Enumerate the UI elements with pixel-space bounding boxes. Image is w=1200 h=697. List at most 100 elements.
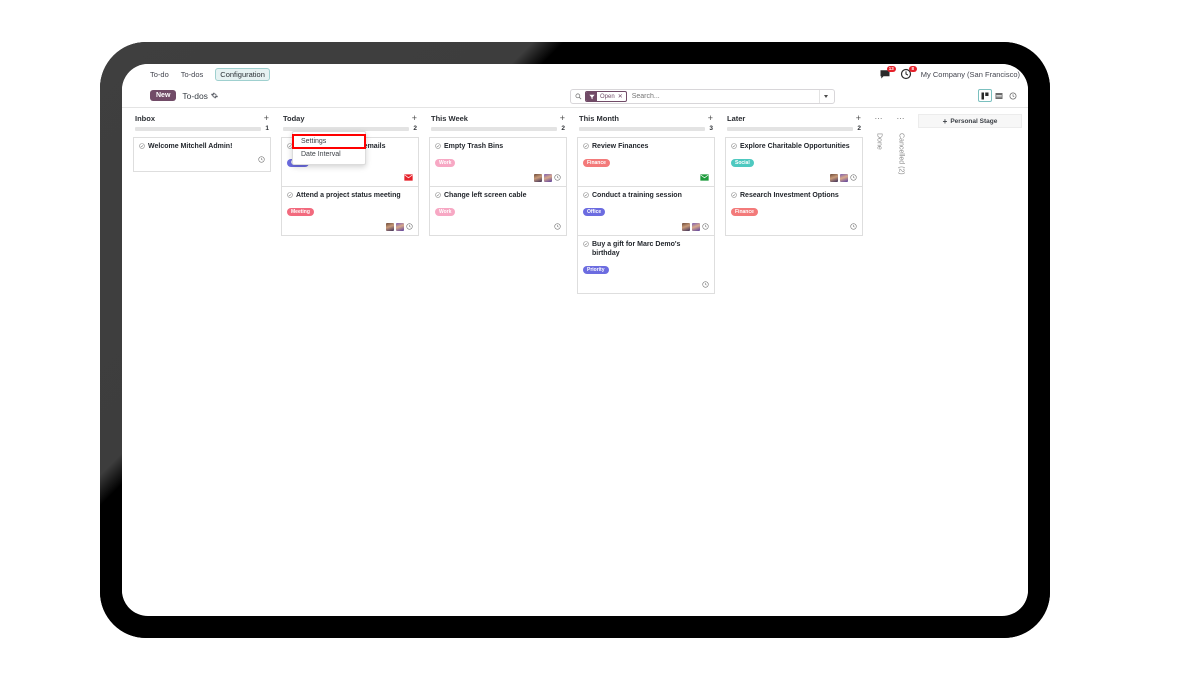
user-company-menu[interactable]: My Company (San Francisco): [920, 69, 1020, 79]
add-card-button[interactable]: +: [855, 113, 861, 123]
kanban-column-collapsed-cancelled-2[interactable]: ⋯ Cancelled (2): [890, 114, 912, 175]
email-activity-icon[interactable]: [404, 174, 413, 181]
nav-item-configuration[interactable]: Configuration: [215, 67, 270, 81]
activities-clock-icon[interactable]: 8: [900, 66, 917, 80]
avatar[interactable]: [396, 222, 404, 231]
search-bar[interactable]: Open ✕: [570, 89, 835, 104]
task-title-row: Empty Trash Bins: [435, 142, 561, 151]
task-title-row: Explore Charitable Opportunities: [731, 142, 857, 151]
list-view-button[interactable]: [992, 89, 1006, 102]
task-state-icon[interactable]: [583, 143, 589, 149]
task-tag[interactable]: Work: [435, 208, 456, 216]
collapsed-column-label: Done: [875, 133, 883, 150]
progress-bar[interactable]: [283, 126, 410, 131]
avatar[interactable]: [386, 222, 394, 231]
task-title-row: Buy a gift for Marc Demo's birthday: [583, 240, 709, 258]
column-progress: 3: [577, 125, 715, 137]
avatar[interactable]: [544, 173, 552, 182]
schedule-activity-icon[interactable]: [554, 223, 561, 230]
task-state-icon[interactable]: [287, 192, 293, 198]
nav-item-to-dos[interactable]: To-dos: [180, 69, 204, 79]
column-header: This Month +: [577, 114, 715, 125]
avatar[interactable]: [682, 222, 690, 231]
activity-view-button[interactable]: [1006, 89, 1020, 102]
column-count: 3: [709, 125, 713, 132]
schedule-activity-icon[interactable]: [554, 174, 561, 181]
task-state-icon[interactable]: [583, 192, 589, 198]
menu-item-date-interval[interactable]: Date Interval: [301, 151, 341, 158]
column-options-icon[interactable]: ⋯: [896, 114, 906, 123]
add-card-button[interactable]: +: [263, 113, 269, 123]
task-state-icon[interactable]: [435, 192, 441, 198]
task-tag[interactable]: Finance: [731, 208, 758, 216]
schedule-activity-icon[interactable]: [850, 174, 857, 181]
progress-bar[interactable]: [431, 126, 558, 131]
kanban-column-collapsed-done[interactable]: ⋯ Done: [868, 114, 890, 150]
schedule-activity-icon[interactable]: [258, 156, 265, 163]
column-count: 2: [857, 125, 861, 132]
search-dropdown-toggle[interactable]: [819, 90, 832, 103]
breadcrumb-label[interactable]: To-dos: [182, 90, 208, 101]
new-button[interactable]: New: [150, 90, 177, 101]
kanban-board: Inbox +1 Welcome Mitchell Admin! Today +2 Rev…: [122, 108, 1028, 613]
task-tag[interactable]: Meeting: [287, 208, 314, 216]
task-tag[interactable]: Office: [583, 208, 606, 216]
avatar[interactable]: [534, 173, 542, 182]
view-switcher: [978, 89, 1020, 102]
kanban-card[interactable]: Attend a project status meeting Meeting: [281, 186, 419, 235]
kanban-card[interactable]: Welcome Mitchell Admin!: [133, 137, 271, 171]
task-state-icon[interactable]: [731, 143, 737, 149]
schedule-activity-icon[interactable]: [406, 223, 413, 230]
task-title: Review Finances: [592, 143, 649, 150]
kanban-card[interactable]: Research Investment Options Finance: [725, 186, 863, 235]
task-tag[interactable]: Finance: [583, 159, 610, 167]
kanban-view-button[interactable]: [978, 89, 992, 102]
kanban-card[interactable]: Change left screen cable Work: [429, 186, 567, 235]
kanban-column-this-week: This Week +2 Empty Trash Bins Work Change le…: [424, 114, 572, 236]
nav-item-to-do[interactable]: To-do: [150, 69, 169, 79]
task-state-icon[interactable]: [583, 241, 589, 247]
search-facet-open[interactable]: Open ✕: [585, 91, 627, 102]
task-title-row: Review Finances: [583, 142, 709, 151]
progress-bar[interactable]: [727, 126, 854, 131]
kanban-card[interactable]: Empty Trash Bins Work: [429, 137, 567, 186]
column-options-icon[interactable]: ⋯: [874, 114, 884, 123]
column-title: Inbox: [135, 114, 155, 123]
column-cards: Explore Charitable Opportunities Social Re…: [725, 137, 863, 236]
gear-icon[interactable]: [211, 92, 218, 99]
schedule-activity-icon[interactable]: [702, 223, 709, 230]
add-card-button[interactable]: +: [559, 113, 565, 123]
card-footer: [435, 222, 561, 231]
kanban-card[interactable]: Conduct a training session Office: [577, 186, 715, 235]
menu-item-settings[interactable]: Settings: [292, 134, 366, 149]
add-card-button[interactable]: +: [707, 113, 713, 123]
messages-icon[interactable]: 13: [879, 66, 896, 80]
task-state-icon[interactable]: [139, 143, 145, 149]
progress-bar[interactable]: [135, 126, 262, 131]
add-column-button[interactable]: + Personal Stage: [918, 114, 1022, 128]
progress-bar[interactable]: [579, 126, 706, 131]
device-screen: To-do To-dos Configuration 13 8 My Compa…: [122, 64, 1028, 616]
top-navbar: To-do To-dos Configuration 13 8 My Compa…: [122, 64, 1028, 84]
kanban-card[interactable]: Explore Charitable Opportunities Social: [725, 137, 863, 186]
task-state-icon[interactable]: [731, 192, 737, 198]
kanban-card[interactable]: Buy a gift for Marc Demo's birthday Prior…: [577, 235, 715, 293]
task-tag[interactable]: Work: [435, 159, 456, 167]
task-state-icon[interactable]: [435, 143, 441, 149]
avatar[interactable]: [692, 222, 700, 231]
add-card-button[interactable]: +: [411, 113, 417, 123]
email-activity-icon[interactable]: [700, 174, 709, 181]
schedule-activity-icon[interactable]: [702, 281, 709, 288]
avatar[interactable]: [830, 173, 838, 182]
kanban-column-inbox: Inbox +1 Welcome Mitchell Admin!: [128, 114, 276, 172]
search-facet-remove-icon[interactable]: ✕: [617, 94, 623, 100]
task-tag[interactable]: Social: [731, 159, 754, 167]
schedule-activity-icon[interactable]: [850, 223, 857, 230]
column-cards: Welcome Mitchell Admin!: [133, 137, 271, 172]
breadcrumb: To-dos: [182, 91, 218, 101]
avatar[interactable]: [840, 173, 848, 182]
search-input[interactable]: [626, 93, 819, 100]
kanban-card[interactable]: Review Finances Finance: [577, 137, 715, 186]
task-tag[interactable]: Priority: [583, 266, 609, 274]
column-cards: Empty Trash Bins Work Change left screen c…: [429, 137, 567, 236]
